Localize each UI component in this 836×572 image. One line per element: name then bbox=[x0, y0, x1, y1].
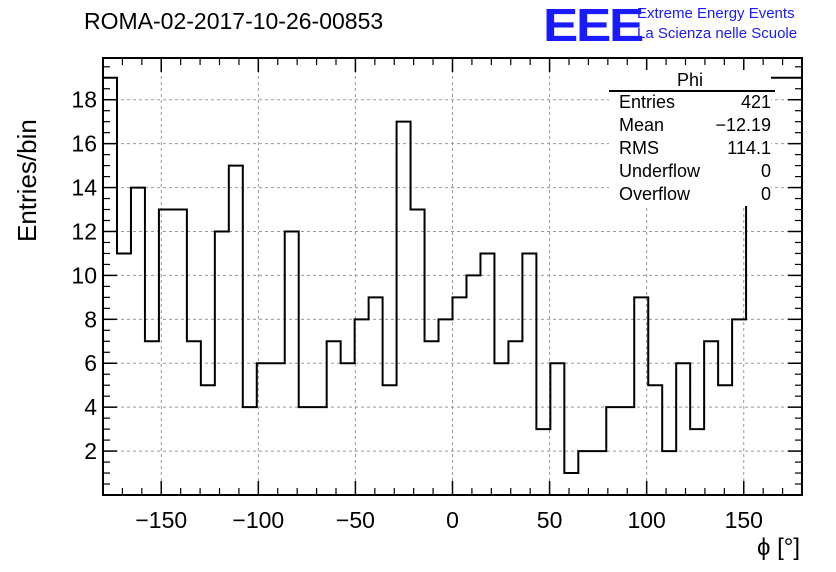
stats-key: RMS bbox=[619, 138, 659, 158]
x-tick-labels: −150 −100 −50 0 50 100 150 bbox=[135, 507, 763, 533]
x-tick-label: 0 bbox=[446, 507, 459, 533]
run-title: ROMA-02-2017-10-26-00853 bbox=[84, 8, 384, 34]
stats-key: Entries bbox=[619, 92, 676, 112]
x-tick-label: 100 bbox=[627, 507, 665, 533]
stats-box: Phi Entries 421 Mean −12.19 RMS 114.1 Un… bbox=[609, 70, 775, 206]
logo-caption-line1: Extreme Energy Events bbox=[637, 5, 795, 22]
logo-caption: Extreme Energy Events La Scienza nelle S… bbox=[637, 4, 797, 44]
stats-key: Mean bbox=[619, 115, 665, 135]
stats-divider bbox=[609, 90, 775, 92]
y-tick-label: 16 bbox=[71, 131, 97, 157]
x-tick-label: −100 bbox=[232, 507, 284, 533]
stats-value: −12.19 bbox=[715, 115, 771, 135]
y-tick-label: 10 bbox=[71, 262, 97, 288]
y-tick-label: 4 bbox=[84, 394, 97, 420]
y-tick-labels: 2 4 6 8 10 12 14 16 18 bbox=[71, 87, 97, 464]
x-tick-label: −50 bbox=[336, 507, 375, 533]
y-tick-label: 14 bbox=[71, 175, 97, 201]
y-tick-label: 2 bbox=[84, 438, 97, 464]
y-tick-label: 18 bbox=[71, 87, 97, 113]
y-tick-label: 8 bbox=[84, 306, 97, 332]
x-tick-label: 150 bbox=[725, 507, 763, 533]
stats-value: 0 bbox=[760, 161, 771, 181]
histogram-step-line bbox=[103, 76, 802, 475]
eee-logo: EEE bbox=[543, 0, 644, 51]
y-tick-label: 6 bbox=[84, 350, 97, 376]
stats-value: 114.1 bbox=[727, 138, 771, 158]
x-axis-label: ϕ [°] bbox=[756, 534, 800, 561]
y-axis-label: Entries/bin bbox=[12, 119, 42, 242]
stats-key: Overflow bbox=[619, 184, 691, 204]
y-axis-ticks bbox=[103, 66, 802, 485]
x-tick-label: −150 bbox=[135, 507, 187, 533]
logo-caption-line2: La Scienza nelle Scuole bbox=[637, 25, 798, 42]
stats-key: Underflow bbox=[619, 161, 701, 181]
x-tick-label: 50 bbox=[537, 507, 563, 533]
stats-title: Phi bbox=[676, 70, 703, 90]
y-axis-label-wrap: Entries/bin bbox=[12, 0, 51, 242]
y-tick-label: 12 bbox=[71, 218, 97, 244]
stats-value: 0 bbox=[760, 184, 771, 204]
stats-value: 421 bbox=[740, 92, 771, 112]
x-axis-ticks bbox=[102, 58, 803, 495]
